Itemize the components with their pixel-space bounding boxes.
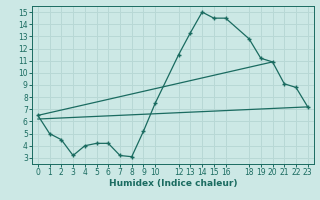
X-axis label: Humidex (Indice chaleur): Humidex (Indice chaleur) (108, 179, 237, 188)
